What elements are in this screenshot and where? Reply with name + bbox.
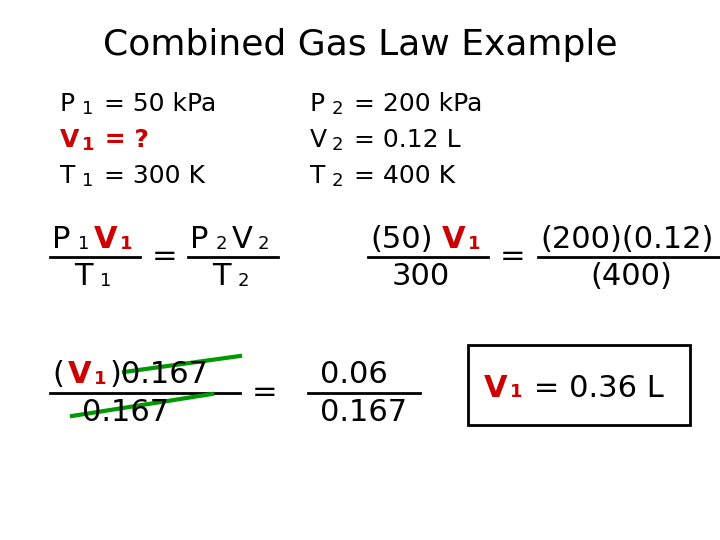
Text: T: T (74, 262, 92, 291)
Text: 1: 1 (82, 136, 94, 154)
Text: 2: 2 (332, 136, 343, 154)
Text: (: ( (52, 360, 64, 389)
Text: = 0.12 L: = 0.12 L (346, 128, 461, 152)
Bar (468, 345, 690, 425)
Text: V: V (68, 360, 91, 389)
Text: T: T (212, 262, 230, 291)
Text: 2: 2 (258, 235, 269, 253)
Text: V: V (310, 128, 327, 152)
Text: (400): (400) (590, 262, 672, 291)
Text: 1: 1 (82, 100, 94, 118)
Text: V: V (484, 374, 508, 403)
Text: = ?: = ? (96, 128, 149, 152)
Text: 1: 1 (82, 172, 94, 190)
Text: 2: 2 (332, 172, 343, 190)
Text: (200)(0.12): (200)(0.12) (540, 225, 714, 254)
Text: 0.06: 0.06 (320, 360, 388, 389)
Text: )0.167: )0.167 (110, 360, 209, 389)
Text: V: V (232, 225, 253, 254)
Text: T: T (310, 164, 325, 188)
Text: 1: 1 (100, 272, 112, 290)
Text: 2: 2 (238, 272, 250, 290)
Text: = 400 K: = 400 K (346, 164, 455, 188)
Text: = 200 kPa: = 200 kPa (346, 92, 482, 116)
Text: 1: 1 (468, 235, 480, 253)
Text: = 0.36 L: = 0.36 L (524, 374, 664, 403)
Text: =: = (152, 242, 178, 272)
Text: =: = (252, 379, 278, 408)
Text: Combined Gas Law Example: Combined Gas Law Example (103, 28, 617, 62)
Text: 0.167: 0.167 (82, 398, 169, 427)
Text: 2: 2 (332, 100, 343, 118)
Text: = 50 kPa: = 50 kPa (96, 92, 216, 116)
Text: =: = (500, 242, 526, 272)
Text: 0.167: 0.167 (320, 398, 407, 427)
Text: (50): (50) (370, 225, 433, 254)
Text: P: P (190, 225, 208, 254)
Text: T: T (60, 164, 76, 188)
Text: P: P (310, 92, 325, 116)
Text: 300: 300 (392, 262, 450, 291)
Text: 1: 1 (94, 370, 107, 388)
Text: P: P (52, 225, 71, 254)
Text: V: V (94, 225, 117, 254)
Text: V: V (442, 225, 466, 254)
Text: 1: 1 (78, 235, 89, 253)
Text: V: V (60, 128, 79, 152)
Text: 1: 1 (120, 235, 132, 253)
Text: 1: 1 (510, 383, 523, 401)
Text: 2: 2 (216, 235, 228, 253)
Text: P: P (60, 92, 75, 116)
Text: = 300 K: = 300 K (96, 164, 205, 188)
